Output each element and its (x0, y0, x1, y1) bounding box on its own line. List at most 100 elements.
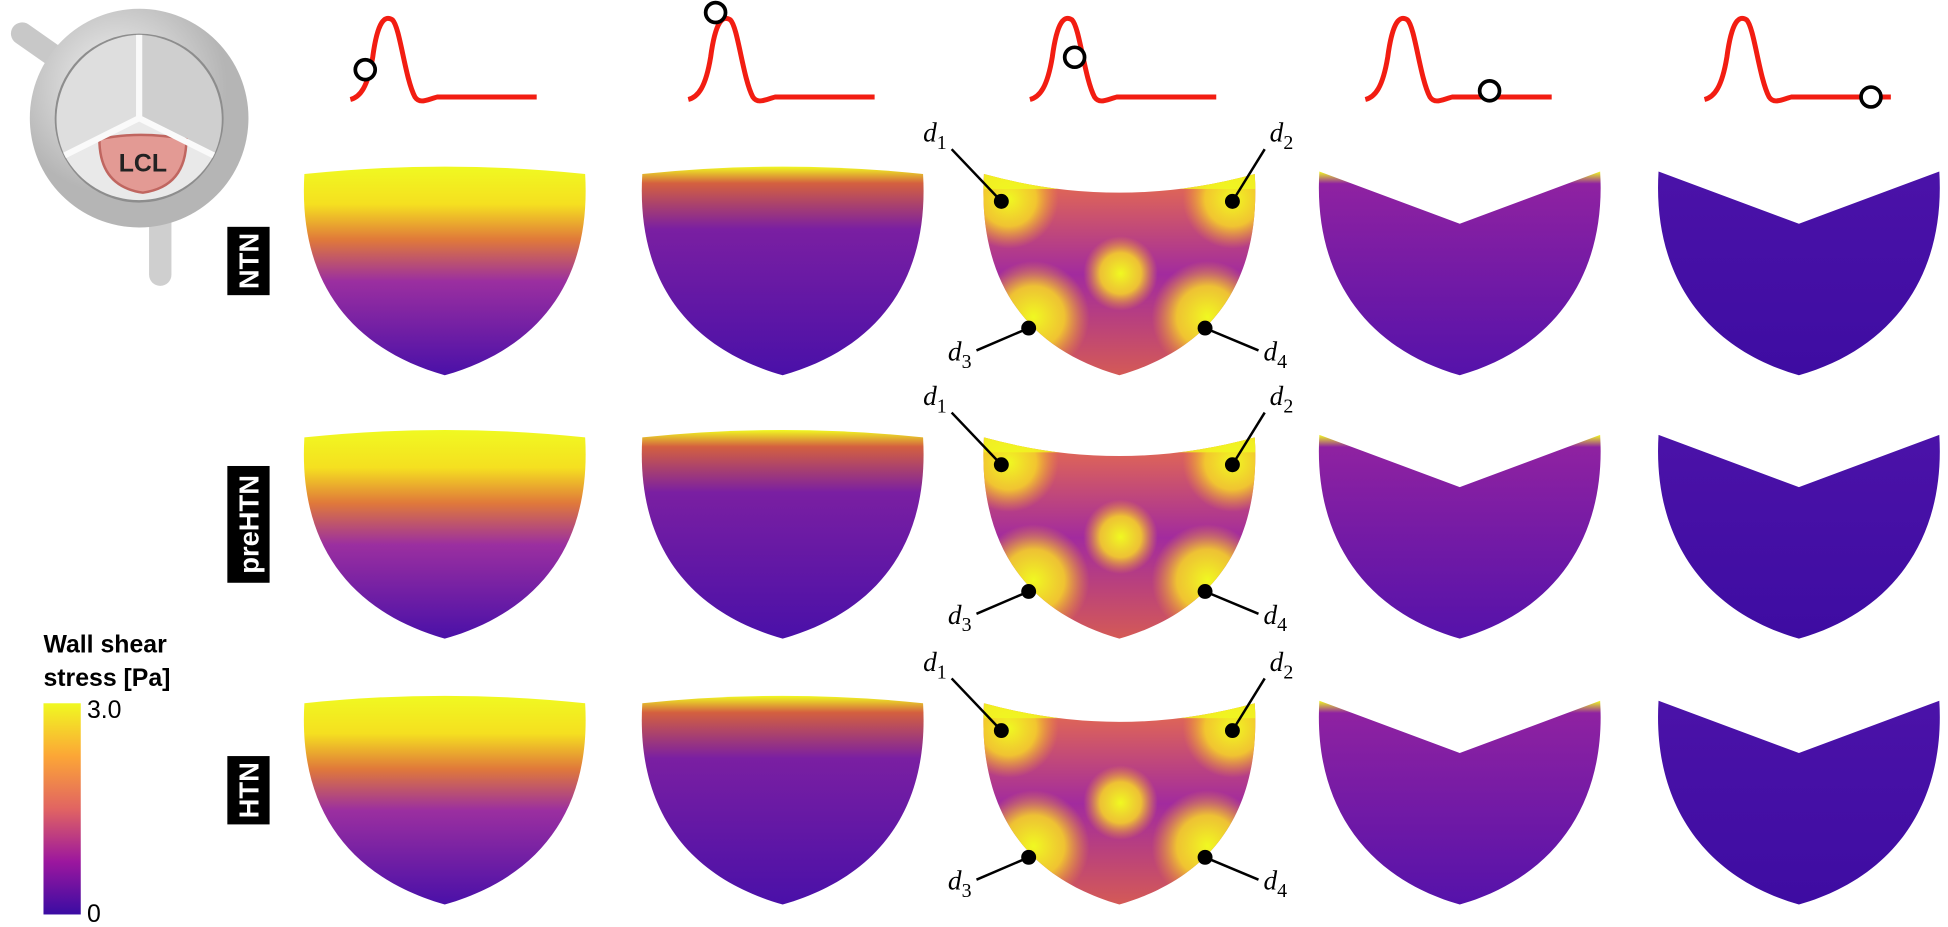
phase-marker (1062, 45, 1087, 70)
waveform (1029, 15, 1217, 104)
row-label-box (227, 226, 270, 296)
leaflet-map (303, 429, 586, 639)
point-letter: d (1263, 336, 1277, 366)
point-label: d1 (923, 647, 947, 683)
hotspot (983, 260, 1090, 373)
point-index: 3 (962, 351, 972, 373)
sample-point (1197, 320, 1213, 336)
point-label: d2 (1270, 381, 1294, 417)
leaflet-map (303, 695, 586, 905)
leaflet-surface (641, 695, 924, 905)
hotspot (1151, 260, 1256, 373)
leaflet-surface (1658, 171, 1940, 376)
sample-point (1224, 193, 1240, 209)
sample-point (1224, 723, 1240, 739)
point-letter: d (948, 336, 962, 366)
leader-line (950, 411, 1003, 466)
row-label-box (227, 756, 270, 825)
hotspot (983, 437, 1059, 512)
colorbar-gradient (43, 703, 81, 915)
colorbar-bottom-label: 0 (87, 901, 101, 927)
leaflet-map (303, 166, 586, 376)
leaflet-surface (641, 166, 924, 376)
leader-line (975, 326, 1030, 352)
point-letter: d (1263, 600, 1277, 630)
point-label: d4 (1263, 866, 1287, 902)
edge-band (983, 437, 1256, 453)
colorbar-title: Wall shear (43, 631, 167, 658)
point-index: 2 (1283, 396, 1293, 418)
point-label: d3 (948, 866, 972, 902)
sample-point (1197, 849, 1213, 865)
point-label: d3 (948, 600, 972, 636)
leaflet-map (641, 166, 924, 376)
row-label: HTN (227, 756, 270, 825)
point-label: d2 (1270, 647, 1294, 683)
sample-point (1021, 584, 1037, 599)
point-index: 4 (1277, 880, 1287, 902)
leaflet-surface (1318, 171, 1601, 376)
phase-marker (1477, 78, 1502, 103)
leaflet-surface (303, 695, 586, 905)
hotspot (1083, 236, 1158, 311)
point-label: d3 (948, 336, 972, 372)
waveform (349, 15, 537, 104)
leaflet-map (1658, 434, 1940, 639)
colorbar: Wall shear stress [Pa] 3.0 0 (43, 631, 170, 927)
waveform (1364, 15, 1552, 104)
point-letter: d (948, 866, 962, 896)
leaflet-map (1318, 434, 1601, 639)
row-label: preHTN (227, 465, 270, 583)
leader-line (1231, 411, 1266, 466)
leaflet-map (641, 429, 924, 639)
sample-point (993, 457, 1009, 473)
row-label-text: preHTN (233, 475, 264, 574)
leaflet-surface (1318, 434, 1601, 639)
hotspot (1151, 524, 1256, 637)
inset-label: LCL (119, 151, 167, 178)
waveform-curve (1029, 15, 1217, 104)
edge-band (983, 703, 1256, 719)
point-index: 1 (937, 661, 947, 683)
waveform-curve (1703, 15, 1891, 104)
row-label-box (227, 465, 270, 583)
leader-line (1231, 677, 1266, 732)
leaflet-surface (641, 429, 924, 639)
hotspot (1083, 765, 1158, 840)
point-letter: d (923, 381, 937, 411)
leaflet-map (641, 695, 924, 905)
leader-line (950, 677, 1003, 732)
leaflet-map (1318, 700, 1601, 905)
point-label: d1 (923, 381, 947, 417)
colorbar-top-label: 3.0 (87, 697, 122, 724)
leaflet-surface (303, 166, 586, 376)
point-index: 2 (1283, 132, 1293, 154)
edge-band (983, 174, 1256, 189)
hotspot (983, 174, 1059, 249)
row-label: NTN (227, 226, 270, 296)
point-label: d4 (1263, 600, 1287, 636)
point-label: d4 (1263, 336, 1287, 372)
waveform-curve (687, 15, 875, 104)
hotspot (983, 524, 1090, 637)
waveform-curve (1364, 15, 1552, 104)
waveform (1703, 15, 1891, 109)
leader-line (1204, 856, 1259, 881)
point-letter: d (1270, 118, 1284, 148)
point-index: 3 (962, 614, 972, 636)
sample-point (1021, 320, 1037, 336)
leaflet-map (1318, 171, 1601, 376)
leaflet-surface (1318, 700, 1601, 905)
leaflet-map (1658, 700, 1940, 905)
row-label-text: NTN (233, 233, 264, 289)
hotspot (983, 703, 1059, 778)
hotspot (1151, 790, 1256, 903)
point-letter: d (923, 118, 937, 148)
leaflet-map (1658, 171, 1940, 376)
leader-line (950, 148, 1003, 203)
point-label: d1 (923, 118, 947, 154)
